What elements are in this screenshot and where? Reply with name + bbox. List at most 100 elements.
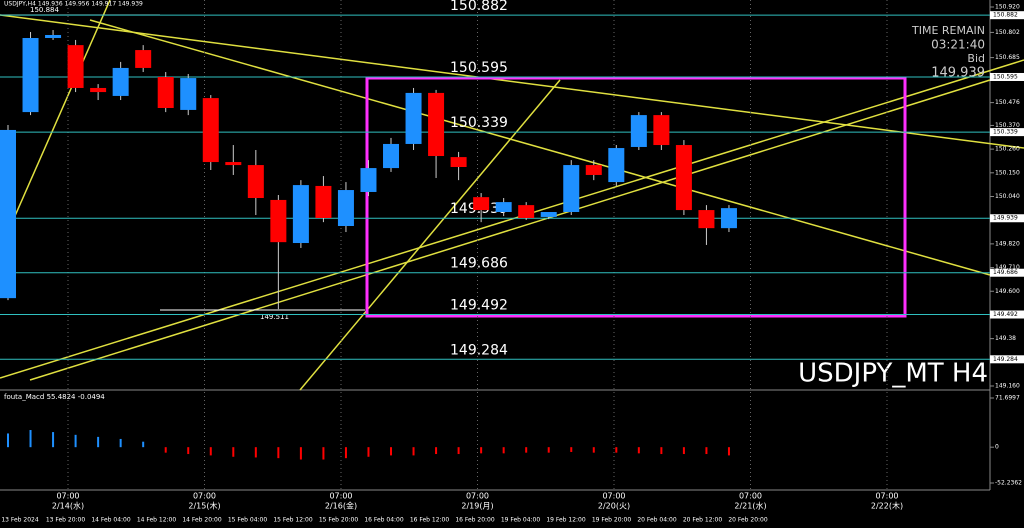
macd-tick-label: -52.2362 — [995, 480, 1022, 487]
candle-body — [67, 45, 84, 88]
time-label: 16 Feb 04:00 — [364, 517, 404, 524]
macd-bar — [660, 447, 663, 455]
level-tag — [990, 128, 1024, 137]
macd-bar — [232, 447, 235, 457]
level-tag-label: 149.686 — [993, 269, 1018, 276]
y-tick-label: 149.600 — [995, 288, 1020, 295]
y-tick-label: 149.38 — [995, 335, 1016, 342]
macd-bar — [727, 447, 730, 456]
candle-body — [90, 87, 107, 93]
time-label: 14 Feb 04:00 — [91, 517, 131, 524]
macd-bar — [435, 447, 438, 455]
time-label: 15 Feb 20:00 — [319, 517, 359, 524]
candle-body — [720, 208, 737, 229]
macd-bar — [502, 447, 505, 454]
candle-body — [225, 162, 242, 166]
y-tick-label: 150.476 — [995, 99, 1020, 106]
macd-bar — [254, 447, 257, 458]
macd-bar — [344, 447, 347, 459]
macd-bar — [570, 447, 573, 452]
annotation: 150.884 — [30, 6, 59, 14]
macd-bar — [187, 447, 190, 455]
y-tick-label: 149.160 — [995, 383, 1020, 390]
candle-body — [518, 205, 535, 219]
candle-body — [22, 38, 39, 113]
y-tick-label: 150.802 — [995, 29, 1020, 36]
candle-body — [383, 143, 400, 169]
day-time: 07:00 — [875, 492, 898, 501]
level-tag — [990, 355, 1024, 364]
y-tick-label: 150.685 — [995, 54, 1020, 61]
candle-body — [450, 157, 467, 167]
macd-bar — [637, 447, 640, 454]
candle-body — [202, 98, 219, 163]
macd-bar — [7, 433, 9, 448]
level-tag — [990, 310, 1024, 319]
macd-bar — [592, 447, 595, 453]
level-tag — [990, 268, 1024, 277]
time-label: 13 Feb 20:00 — [46, 517, 86, 524]
level-tag-label: 149.939 — [993, 215, 1018, 222]
day-time: 07:00 — [739, 492, 762, 501]
timer-caption: TIME REMAIN — [911, 24, 985, 37]
time-label: 19 Feb 12:00 — [546, 517, 586, 524]
time-label: 19 Feb 04:00 — [501, 517, 541, 524]
macd-bar — [142, 441, 145, 448]
day-time: 07:00 — [329, 492, 352, 501]
candle-body — [585, 165, 602, 175]
macd-tick-label: 71.6997 — [995, 395, 1020, 402]
time-label: 20 Feb 12:00 — [683, 517, 723, 524]
level-label: 150.339 — [450, 115, 508, 131]
candle-body — [315, 185, 332, 219]
day-label: 2/21(水) — [734, 501, 766, 511]
time-label: 14 Feb 12:00 — [137, 517, 177, 524]
candle-body — [292, 185, 309, 244]
macd-bar — [480, 447, 483, 454]
macd-bar — [29, 430, 32, 448]
candle-body — [45, 34, 62, 39]
time-label: 14 Feb 20:00 — [182, 517, 222, 524]
day-time: 07:00 — [602, 492, 625, 501]
y-tick-label: 150.260 — [995, 146, 1020, 153]
y-tick-label: 150.150 — [995, 169, 1020, 176]
candle-body — [405, 92, 422, 144]
time-label: 15 Feb 12:00 — [273, 517, 313, 524]
annotation: 149.511 — [260, 313, 289, 321]
macd-bar — [390, 447, 393, 456]
macd-bar — [547, 447, 550, 453]
macd-bar — [164, 447, 167, 453]
candle-body — [157, 76, 174, 108]
level-tag-label: 149.492 — [993, 311, 1018, 318]
time-label: 13 Feb 2024 — [1, 517, 39, 524]
symbol-header: USDJPY,H4 149.936 149.956 149.917 149.93… — [4, 1, 143, 8]
time-label: 20 Feb 04:00 — [637, 517, 677, 524]
y-tick-label: 149.820 — [995, 240, 1020, 247]
candle-body — [360, 168, 377, 192]
macd-bar — [705, 447, 708, 455]
macd-bar — [97, 436, 100, 448]
candle-body — [428, 92, 445, 157]
level-tag-label: 150.882 — [993, 12, 1018, 19]
y-tick-label: 150.040 — [995, 193, 1020, 200]
candle-body — [698, 210, 715, 229]
time-label: 15 Feb 04:00 — [228, 517, 268, 524]
y-tick-label: 150.370 — [995, 122, 1020, 129]
watermark: USDJPY_MT H4 — [798, 359, 988, 389]
macd-bar — [74, 434, 77, 448]
candle-body — [540, 212, 557, 217]
timer-price: 149.939 — [931, 66, 985, 81]
macd-bar — [322, 447, 325, 460]
time-label: 16 Feb 20:00 — [455, 517, 495, 524]
candle-body — [337, 190, 354, 227]
time-label: 20 Feb 20:00 — [728, 517, 768, 524]
day-label: 2/20(火) — [598, 502, 630, 511]
macd-bar — [682, 447, 685, 455]
candle-body — [180, 78, 197, 110]
level-tag — [990, 214, 1024, 223]
level-tag-label: 150.339 — [993, 129, 1018, 136]
day-time: 07:00 — [466, 492, 489, 501]
level-label: 149.492 — [450, 298, 508, 314]
day-label: 2/19(月) — [461, 502, 493, 511]
y-tick-label: 149.710 — [995, 264, 1020, 271]
